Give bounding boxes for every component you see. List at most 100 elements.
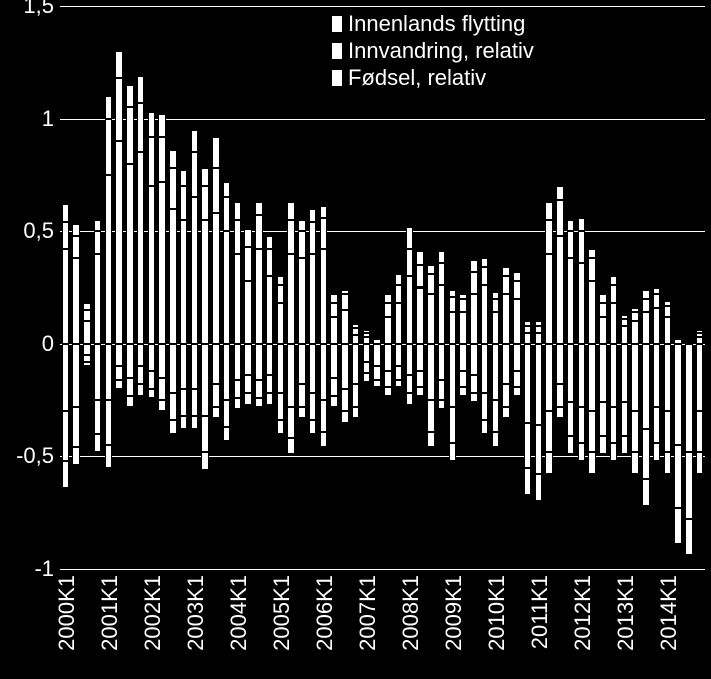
bar-segment bbox=[62, 344, 70, 412]
x-axis-labels: 2000K12001K12002K12003K12004K12005K12006… bbox=[60, 575, 705, 675]
bar-segment bbox=[567, 220, 575, 231]
bar-segment bbox=[481, 420, 489, 434]
bar-segment bbox=[653, 288, 661, 295]
bar-segment bbox=[320, 249, 328, 344]
bar-segment bbox=[83, 303, 91, 310]
bar-segment bbox=[664, 306, 672, 317]
bar-group bbox=[234, 6, 242, 569]
bar-segment bbox=[588, 249, 596, 258]
bar-segment bbox=[642, 429, 650, 479]
bar-segment bbox=[438, 344, 446, 380]
bar-segment bbox=[158, 378, 166, 401]
bar-segment bbox=[664, 452, 672, 475]
bar-group bbox=[696, 6, 704, 569]
bar-segment bbox=[105, 119, 113, 175]
bar-segment bbox=[588, 281, 596, 344]
bar-segment bbox=[105, 400, 113, 445]
bar-segment bbox=[492, 400, 500, 432]
bar-segment bbox=[502, 384, 510, 407]
bar-segment bbox=[492, 312, 500, 344]
bar-segment bbox=[406, 375, 414, 393]
bar-segment bbox=[169, 393, 177, 420]
bar-segment bbox=[320, 400, 328, 432]
bar-segment bbox=[83, 355, 91, 362]
bar-group bbox=[94, 6, 102, 569]
bar-segment bbox=[696, 333, 704, 338]
bar-segment bbox=[588, 452, 596, 475]
bar-group bbox=[309, 6, 317, 569]
bar-segment bbox=[535, 326, 543, 333]
bar-segment bbox=[513, 344, 521, 371]
bar-segment bbox=[212, 213, 220, 344]
bar-segment bbox=[556, 407, 564, 418]
bar-segment bbox=[438, 285, 446, 344]
bar-segment bbox=[481, 285, 489, 344]
bar-segment bbox=[674, 337, 682, 339]
bar-segment bbox=[556, 384, 564, 407]
bar-segment bbox=[502, 294, 510, 344]
bar-segment bbox=[631, 344, 639, 412]
bar-segment bbox=[266, 249, 274, 276]
bar-segment bbox=[277, 344, 285, 394]
legend-label: Fødsel, relativ bbox=[348, 65, 486, 91]
bar-segment bbox=[588, 258, 596, 281]
bar-segment bbox=[234, 380, 242, 398]
bar-segment bbox=[137, 366, 145, 384]
bar-segment bbox=[696, 411, 704, 452]
bar-segment bbox=[492, 299, 500, 313]
bar-segment bbox=[492, 432, 500, 448]
bar-segment bbox=[309, 222, 317, 254]
bar-segment bbox=[524, 333, 532, 344]
bar-segment bbox=[201, 452, 209, 470]
bar-segment bbox=[642, 312, 650, 344]
bar-segment bbox=[696, 452, 704, 475]
bar-segment bbox=[352, 407, 360, 418]
x-tick-label: 2014K1 bbox=[656, 575, 682, 651]
bar-segment bbox=[502, 267, 510, 276]
bar-segment bbox=[72, 407, 80, 448]
bar-segment bbox=[126, 85, 134, 108]
bar-segment bbox=[83, 321, 91, 344]
bar-segment bbox=[105, 344, 113, 400]
bar-segment bbox=[255, 215, 263, 249]
legend-item: Innvandring, relativ bbox=[332, 37, 534, 64]
bar-segment bbox=[105, 96, 113, 119]
bar-segment bbox=[180, 186, 188, 220]
bar-segment bbox=[212, 384, 220, 407]
bar-group bbox=[631, 6, 639, 569]
bar-segment bbox=[427, 432, 435, 448]
bar-segment bbox=[556, 186, 564, 200]
bar-segment bbox=[653, 407, 661, 443]
bar-segment bbox=[578, 443, 586, 461]
bar-group bbox=[545, 6, 553, 569]
bar-segment bbox=[578, 218, 586, 232]
bar-segment bbox=[223, 400, 231, 427]
bar-segment bbox=[62, 222, 70, 249]
bar-segment bbox=[212, 168, 220, 213]
bar-segment bbox=[309, 420, 317, 434]
bar-segment bbox=[653, 308, 661, 344]
bar-segment bbox=[459, 344, 467, 371]
bar-segment bbox=[169, 209, 177, 344]
bar-segment bbox=[567, 258, 575, 344]
bar-segment bbox=[610, 285, 618, 303]
bar-segment bbox=[287, 407, 295, 439]
bar-segment bbox=[556, 344, 564, 385]
bar-group bbox=[674, 6, 682, 569]
bar-segment bbox=[395, 366, 403, 380]
bar-segment bbox=[115, 344, 123, 367]
x-tick-label: 2002K1 bbox=[140, 575, 166, 651]
bar-segment bbox=[72, 236, 80, 259]
bar-segment bbox=[223, 427, 231, 441]
bar-segment bbox=[158, 344, 166, 378]
bar-segment bbox=[395, 274, 403, 285]
bar-segment bbox=[191, 130, 199, 153]
legend-label: Innvandring, relativ bbox=[348, 38, 534, 64]
bar-segment bbox=[341, 389, 349, 412]
x-tick-label: 2009K1 bbox=[441, 575, 467, 651]
y-tick-label: -1 bbox=[4, 556, 54, 582]
bar-segment bbox=[406, 249, 414, 276]
bar-segment bbox=[524, 321, 532, 326]
bar-segment bbox=[320, 206, 328, 217]
bar-group bbox=[137, 6, 145, 569]
